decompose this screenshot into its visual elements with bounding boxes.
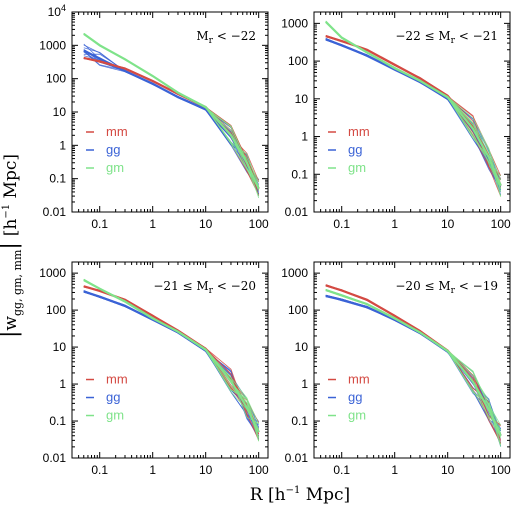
panel-label: −21 ≤ Mr < −20 bbox=[153, 279, 256, 296]
plot-frame bbox=[71, 261, 269, 459]
y-axis-title: |wgg, gm, mm|[h−1 Mpc] bbox=[0, 154, 24, 338]
y-tick-label: 104 bbox=[48, 3, 66, 19]
x-tick-label: 0.1 bbox=[91, 217, 108, 231]
series-gm-line bbox=[83, 33, 260, 190]
y-tick-label: 10 bbox=[53, 340, 67, 354]
y-tick-label: 1 bbox=[59, 138, 66, 152]
y-tick-label: 1000 bbox=[39, 38, 66, 52]
plot-area bbox=[325, 20, 502, 197]
y-tick-label: 1000 bbox=[281, 266, 308, 280]
panels: 0.1 1 10 100 0.01 0.1 1 10 100 1000 104 Mr < −22 mm g… bbox=[39, 3, 511, 477]
series-mm-realization bbox=[325, 36, 502, 180]
x-tick-label: 0.1 bbox=[333, 217, 350, 231]
legend-label-gg: gg bbox=[106, 142, 120, 157]
x-tick-label: 0.1 bbox=[333, 463, 350, 477]
y-tick-label: 0.01 bbox=[43, 451, 67, 465]
x-tick-label: 10 bbox=[441, 217, 455, 231]
legend-label-mm: mm bbox=[348, 124, 370, 139]
y-tick-label: 0.01 bbox=[43, 205, 67, 219]
y-tick-label: 10 bbox=[295, 340, 309, 354]
plot-frame bbox=[313, 261, 511, 459]
series-gg-realization bbox=[325, 39, 502, 179]
series-gg-realization bbox=[83, 291, 259, 426]
panel-3: 0.1 1 10 100 0.01 0.1 1 10 100 1000 −21 ≤ Mr < −20… bbox=[39, 261, 269, 477]
plot-area bbox=[83, 278, 260, 442]
legend-label-gm: gm bbox=[106, 408, 124, 423]
y-tick-label: 1 bbox=[301, 377, 308, 391]
y-tick-label: 0.01 bbox=[285, 205, 309, 219]
series-mm-realization bbox=[325, 36, 501, 181]
panel-label: −20 ≤ Mr < −19 bbox=[395, 279, 498, 296]
x-tick-label: 100 bbox=[249, 463, 269, 477]
x-tick-label: 10 bbox=[441, 463, 455, 477]
series-gm-realization bbox=[325, 289, 502, 447]
legend-label-gg: gg bbox=[348, 142, 362, 157]
legend-label-mm: mm bbox=[348, 372, 370, 387]
series-gm-line bbox=[325, 21, 502, 187]
legend-label-mm: mm bbox=[106, 372, 128, 387]
legend-label-gm: gm bbox=[348, 160, 366, 175]
x-tick-label: 1 bbox=[149, 463, 156, 477]
x-tick-label: 1 bbox=[391, 217, 398, 231]
x-tick-label: 100 bbox=[491, 463, 511, 477]
y-tick-label: 1 bbox=[301, 130, 308, 144]
x-axis-title: R [h−1 Mpc] bbox=[250, 485, 350, 505]
y-tick-label: 10 bbox=[53, 105, 67, 119]
y-tick-label: 10 bbox=[295, 92, 309, 106]
x-tick-label: 10 bbox=[199, 463, 213, 477]
x-tick-label: 1 bbox=[391, 463, 398, 477]
x-tick-label: 0.1 bbox=[91, 463, 108, 477]
x-tick-label: 100 bbox=[491, 217, 511, 231]
legend-label-gg: gg bbox=[348, 390, 362, 405]
y-tick-label: 0.1 bbox=[291, 167, 308, 181]
series-mm-realization bbox=[325, 285, 501, 427]
series-gg-realization bbox=[325, 38, 502, 180]
y-tick-label: 0.01 bbox=[285, 451, 309, 465]
y-tick-label: 1000 bbox=[39, 266, 66, 280]
x-tick-label: 10 bbox=[199, 217, 213, 231]
x-tick-label: 1 bbox=[149, 217, 156, 231]
series-gm-line bbox=[83, 279, 260, 433]
legend-label-mm: mm bbox=[106, 124, 128, 139]
y-tick-label: 1000 bbox=[281, 16, 308, 30]
x-tick-label: 100 bbox=[249, 217, 269, 231]
panel-1: 0.1 1 10 100 0.01 0.1 1 10 100 1000 104 Mr < −22 mm g… bbox=[39, 3, 269, 231]
y-tick-label: 0.1 bbox=[291, 414, 308, 428]
y-tick-label: 100 bbox=[288, 54, 308, 68]
series-gm-line bbox=[325, 288, 502, 437]
plot-frame bbox=[313, 11, 511, 213]
panel-label: Mr < −22 bbox=[196, 29, 256, 46]
legend-label-gm: gm bbox=[348, 408, 366, 423]
panel-label: −22 ≤ Mr < −21 bbox=[395, 29, 498, 46]
y-tick-label: 100 bbox=[46, 72, 66, 86]
y-tick-label: 100 bbox=[288, 303, 308, 317]
y-tick-label: 0.1 bbox=[49, 414, 66, 428]
y-tick-label: 0.1 bbox=[49, 172, 66, 186]
series-gm-realization bbox=[325, 289, 502, 426]
series-gg-realization bbox=[325, 38, 502, 181]
legend-label-gg: gg bbox=[106, 390, 120, 405]
y-tick-label: 1 bbox=[59, 377, 66, 391]
plot-area bbox=[325, 284, 502, 447]
plot-area bbox=[83, 32, 260, 199]
panel-4: 0.1 1 10 100 0.01 0.1 1 10 100 1000 −20 ≤ Mr < −19… bbox=[281, 261, 511, 477]
y-tick-label: 100 bbox=[46, 303, 66, 317]
panel-2: 0.1 1 10 100 0.01 0.1 1 10 100 1000 −22 ≤ Mr < −21… bbox=[281, 11, 511, 231]
legend-label-gm: gm bbox=[106, 160, 124, 175]
